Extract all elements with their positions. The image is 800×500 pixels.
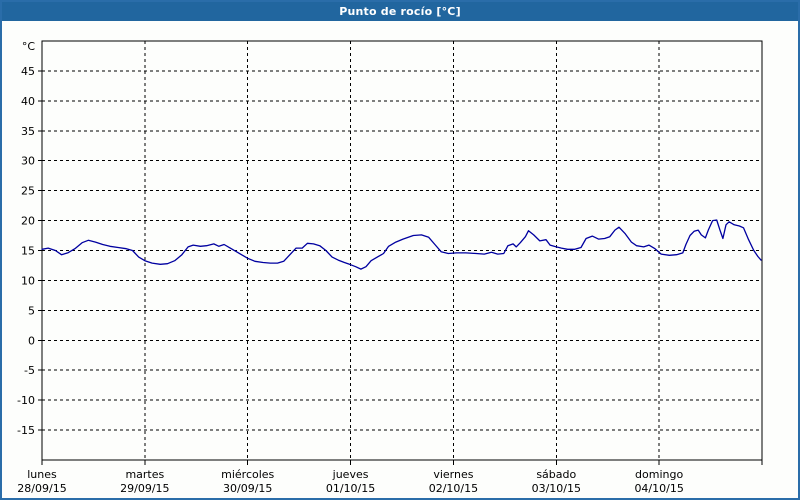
y-tick-label: 0: [28, 334, 35, 347]
plot-border: [41, 40, 763, 461]
y-tick-label: -10: [17, 394, 35, 407]
y-tick-label: 10: [21, 274, 35, 287]
x-day-label: sábado: [536, 468, 576, 481]
x-date-label: 30/09/15: [223, 482, 272, 495]
dew-point-chart: 45 40 35 30 25 20 15 10 5 0 -5 -10 -15 °C lunes28/09/1…: [17, 40, 763, 495]
x-day-label: lunes: [27, 468, 57, 481]
y-tick-label: 5: [28, 304, 35, 317]
y-tick-label: 40: [21, 95, 35, 108]
title-bar: Punto de rocío [°C]: [2, 2, 798, 21]
y-tick-label: 15: [21, 245, 35, 258]
y-tick-label: 25: [21, 185, 35, 198]
y-tick-label: 20: [21, 215, 35, 228]
x-day-label: miércoles: [221, 468, 274, 481]
dew-point-series-line: [41, 219, 762, 270]
page-title: Punto de rocío [°C]: [339, 5, 461, 18]
y-tick-label: -5: [24, 364, 35, 377]
y-tick-label: 45: [21, 65, 35, 78]
x-date-label: 04/10/15: [634, 482, 683, 495]
x-day-label: domingo: [635, 468, 683, 481]
y-tick-label: -15: [17, 424, 35, 437]
y-tick-label: 35: [21, 125, 35, 138]
y-axis-unit-label: °C: [22, 40, 36, 53]
x-day-label: viernes: [433, 468, 473, 481]
x-date-label: 28/09/15: [17, 482, 66, 495]
x-date-label: 03/10/15: [532, 482, 581, 495]
x-date-label: 02/10/15: [429, 482, 478, 495]
x-date-label: 29/09/15: [120, 482, 169, 495]
x-day-label: jueves: [332, 468, 369, 481]
y-tick-label: 30: [21, 155, 35, 168]
x-date-label: 01/10/15: [326, 482, 375, 495]
x-day-label: martes: [125, 468, 164, 481]
